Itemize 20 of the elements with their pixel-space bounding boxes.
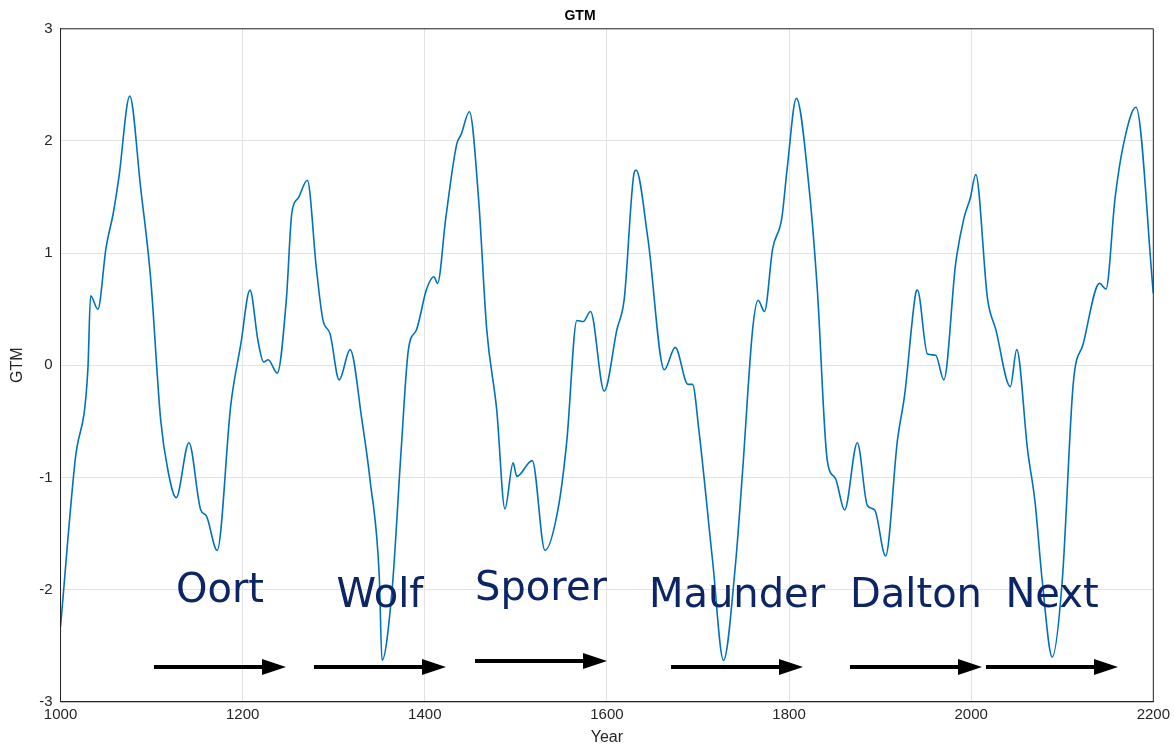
y-tick-label: 0 [44,355,53,373]
x-tick-label: 2000 [954,704,988,722]
annotation: Dalton [850,570,982,617]
chart-title: GTM [564,7,596,24]
y-tick-label: -2 [39,579,53,597]
x-tick-label: 1600 [590,704,624,722]
x-tick-label: 1200 [225,704,260,722]
x-tick-label: 1800 [772,704,806,722]
x-tick-label: 2200 [1136,704,1170,722]
y-tick-label: -3 [39,691,53,709]
y-axis-title: GTM [8,347,26,384]
x-tick-label: 1400 [408,704,442,722]
y-tick-label: -1 [39,467,53,485]
y-tick-label: 1 [44,243,53,261]
x-axis-title: Year [590,727,624,745]
annotation: Sporer [475,563,608,610]
y-tick-label: 2 [44,131,53,149]
y-tick-label: 3 [44,18,53,36]
line-series [60,95,1154,662]
annotation: Oort [175,565,265,612]
